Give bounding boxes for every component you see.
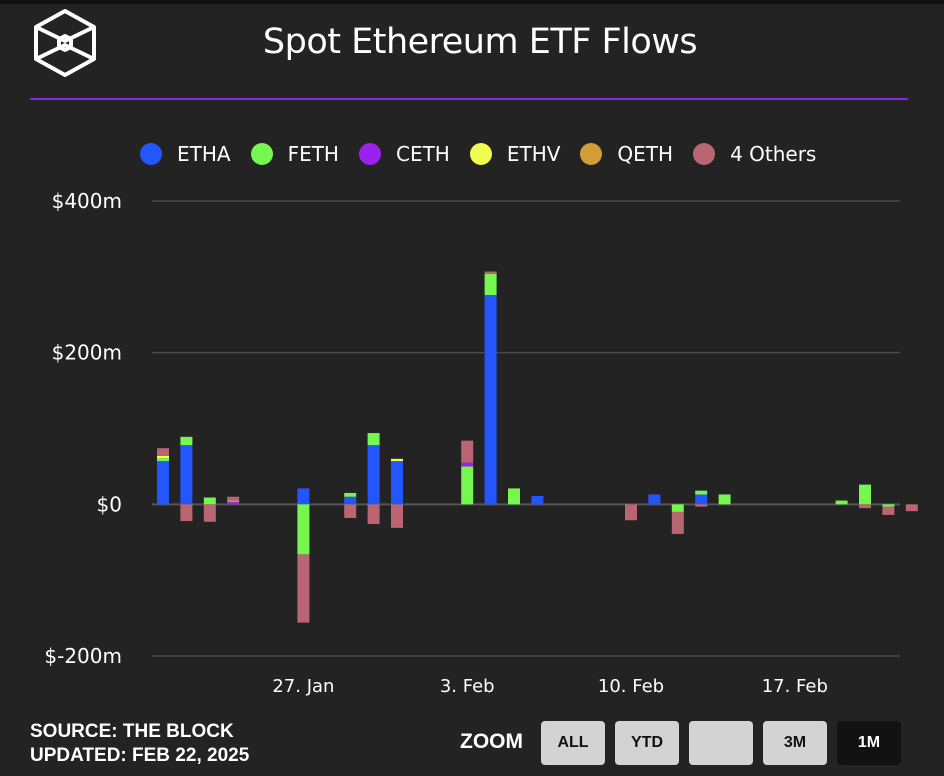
x-tick-label: 27. Jan <box>272 676 334 697</box>
legend-item[interactable]: 4 Others <box>693 142 816 166</box>
bar-segment-4-others[interactable] <box>461 440 474 463</box>
zoom-all-button[interactable]: ALL <box>541 721 605 765</box>
zoom-blank-button[interactable] <box>689 721 753 765</box>
bar-segment-etha[interactable] <box>344 496 357 505</box>
bar-segment-feth[interactable] <box>203 497 216 505</box>
bar-segment-etha[interactable] <box>157 461 169 505</box>
zoom-3m-button[interactable]: 3M <box>763 721 827 765</box>
bar-segment-feth[interactable] <box>835 500 848 505</box>
y-tick-label: $400m <box>52 189 122 213</box>
bar-segment-4-others[interactable] <box>367 504 380 525</box>
legend-label: ETHA <box>177 142 231 166</box>
bar-segment-4-others[interactable] <box>882 506 895 515</box>
bar-segment-4-others[interactable] <box>227 496 240 501</box>
bar-segment-4-others[interactable] <box>203 504 216 522</box>
bar-segment-etha[interactable] <box>648 494 661 505</box>
legend-item[interactable]: QETH <box>580 142 673 166</box>
y-tick-label: $-200m <box>44 644 122 668</box>
legend-label: ETHV <box>506 142 561 166</box>
legend-dot-icon <box>140 143 162 165</box>
bar-segment-etha[interactable] <box>531 495 544 505</box>
legend-dot-icon <box>469 143 492 165</box>
bar-segment-etha[interactable] <box>484 295 497 505</box>
bar-segment-ceth[interactable] <box>227 502 240 505</box>
legend-dot-icon <box>250 143 273 165</box>
chart-legend: ETHA FETH CETH ETHV QETH 4 Others <box>140 140 836 168</box>
chart-plot: $400m $200m $0 $-200m 27. Jan 3. Feb 10. Feb 1… <box>44 189 918 697</box>
bar-segment-4-others[interactable] <box>695 504 708 507</box>
bar-segment-etha[interactable] <box>391 461 403 505</box>
bar-segment-feth[interactable] <box>461 466 474 505</box>
x-tick-label: 17. Feb <box>762 676 828 697</box>
bar-segment-4-others[interactable] <box>157 448 169 456</box>
footer-source: SOURCE: THE BLOCK UPDATED: FEB 22, 2025 <box>30 720 249 768</box>
bar-segment-feth[interactable] <box>882 504 895 507</box>
bar-segment-4-others[interactable] <box>625 504 637 521</box>
x-tick-label: 10. Feb <box>598 676 664 697</box>
legend-label: 4 Others <box>730 142 817 166</box>
legend-item[interactable]: ETHV <box>469 142 561 166</box>
legend-item[interactable]: FETH <box>250 142 339 166</box>
bar-segment-feth[interactable] <box>484 273 497 296</box>
bar-segment-feth[interactable] <box>297 504 310 555</box>
bar-segment-feth[interactable] <box>671 504 684 512</box>
legend-dot-icon <box>358 143 381 165</box>
zoom-1m-button[interactable]: 1M <box>837 721 901 765</box>
bar-segment-feth[interactable] <box>157 458 169 462</box>
bar-segment-4-others[interactable] <box>671 511 684 534</box>
bar-segment-feth[interactable] <box>367 433 380 446</box>
legend-dot-icon <box>580 143 603 165</box>
bar-segment-feth[interactable] <box>180 436 193 446</box>
bar-segment-feth[interactable] <box>695 490 708 495</box>
title-divider <box>30 98 908 100</box>
zoom-label: ZOOM <box>460 730 523 753</box>
zoom-ytd-button[interactable]: YTD <box>615 721 679 765</box>
chart-card <box>0 4 944 776</box>
updated-text: UPDATED: FEB 22, 2025 <box>30 745 250 766</box>
bar-segment-qeth[interactable] <box>227 500 240 503</box>
bar-segment-4-others[interactable] <box>344 504 357 518</box>
bar-segment-feth[interactable] <box>344 492 357 497</box>
y-tick-label: $0 <box>97 492 122 516</box>
bar-segment-ethv[interactable] <box>391 458 403 462</box>
y-tick-label: $200m <box>52 341 122 365</box>
bar-segment-4-others[interactable] <box>297 554 310 623</box>
legend-dot-icon <box>693 143 716 165</box>
bar-segment-4-others[interactable] <box>484 271 497 274</box>
bar-segment-feth[interactable] <box>508 488 520 505</box>
bar-segment-feth[interactable] <box>718 494 731 505</box>
bar-segment-feth[interactable] <box>859 484 871 505</box>
chart-title: Spot Ethereum ETF Flows <box>262 22 698 62</box>
bar-segment-4-others[interactable] <box>859 504 871 509</box>
legend-item[interactable]: CETH <box>358 142 450 166</box>
the-block-logo-icon <box>34 9 96 77</box>
bar-segment-etha[interactable] <box>367 445 380 505</box>
bar-segment-etha[interactable] <box>180 445 193 505</box>
legend-label: FETH <box>287 142 339 166</box>
legend-label: QETH <box>617 142 674 166</box>
bar-segment-etha[interactable] <box>297 488 310 505</box>
bar-segment-4-others[interactable] <box>391 504 403 528</box>
legend-label: CETH <box>395 142 450 166</box>
bar-segment-ethv[interactable] <box>157 455 169 459</box>
source-text: SOURCE: THE BLOCK <box>30 721 234 742</box>
bar-segment-ceth[interactable] <box>461 462 474 467</box>
bar-segment-4-others[interactable] <box>180 504 193 522</box>
bar-segment-4-others[interactable] <box>905 504 918 512</box>
legend-item[interactable]: ETHA <box>140 142 231 166</box>
x-tick-label: 3. Feb <box>440 676 495 697</box>
bar-segment-etha[interactable] <box>695 494 708 505</box>
